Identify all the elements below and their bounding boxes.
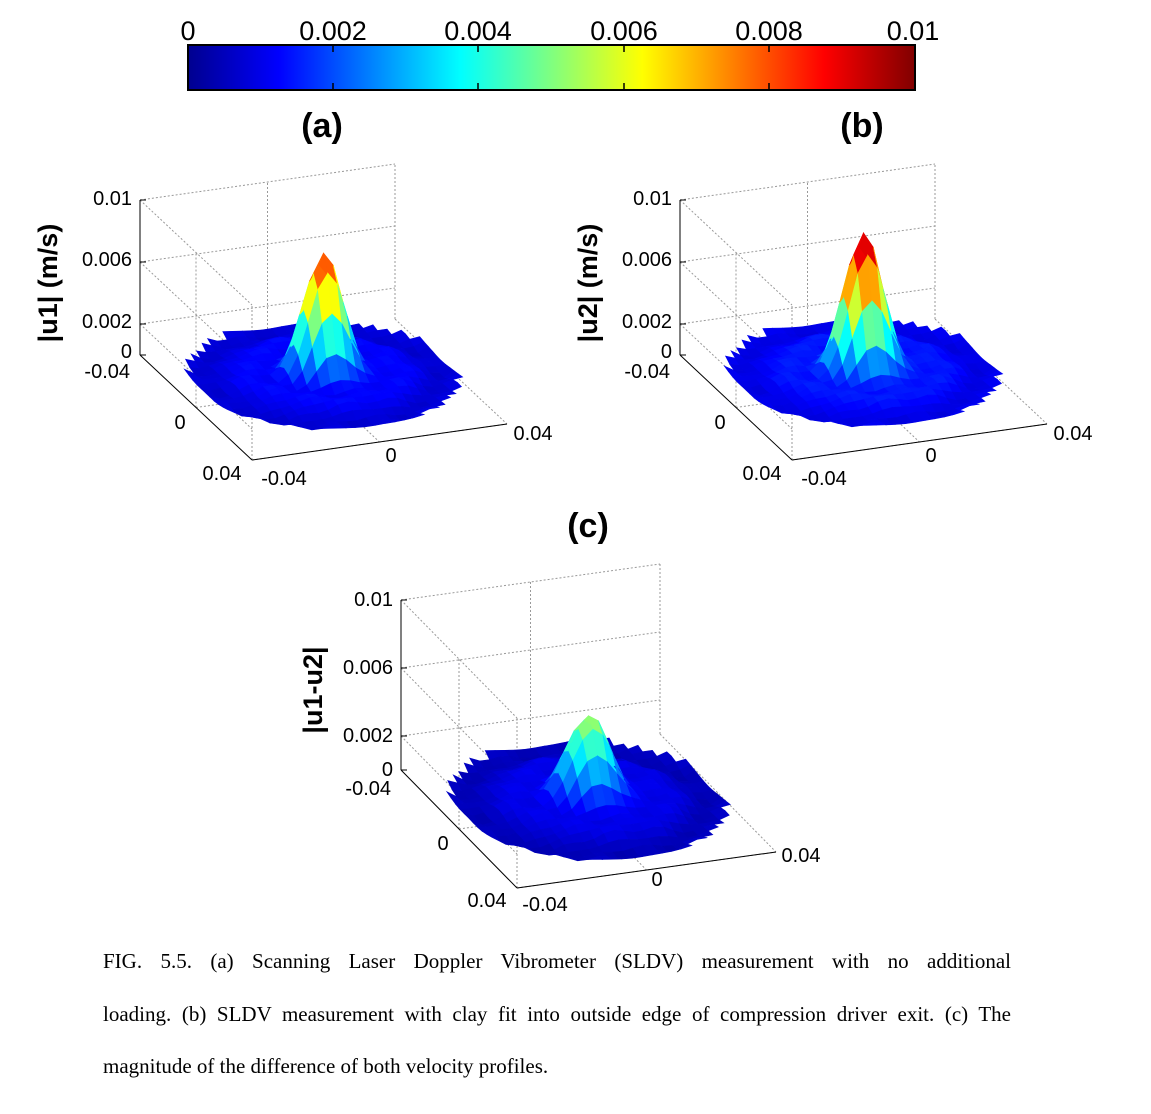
surface-patch — [447, 373, 464, 380]
z-tick-label: 0.006 — [82, 249, 132, 271]
z-tick-label: 0.002 — [343, 725, 393, 747]
surface-patch — [435, 394, 452, 402]
caption-line-2: loading. (b) SLDV measurement with clay … — [103, 1002, 1011, 1026]
x-axis-line — [791, 423, 1048, 461]
z-axis-label: |u1-u2| — [298, 646, 328, 733]
surface-patch — [714, 810, 730, 821]
surface-patch — [708, 819, 725, 825]
caption-line-3: magnitude of the difference of both velo… — [103, 1054, 549, 1078]
y-tick-label: -0.04 — [624, 361, 670, 383]
y-tick-label: 0.04 — [743, 463, 782, 485]
grid-line — [400, 699, 661, 737]
caption-line-1: FIG. 5.5. (a) Scanning Laser Doppler Vib… — [103, 949, 1011, 973]
y-tick-label: 0 — [437, 833, 448, 855]
colorbar-tick-label: 0.008 — [735, 16, 803, 46]
x-axis-line — [516, 851, 777, 889]
x-tick-label: 0.04 — [514, 423, 553, 445]
colorbar: 0 0.002 0.004 0.006 0.008 0.01 — [180, 16, 940, 91]
surface-patch — [425, 406, 440, 410]
panel-label-a: (a) — [301, 107, 343, 145]
grid-line — [400, 563, 661, 601]
grid-line — [679, 163, 936, 201]
z-tick-label: 0 — [661, 341, 672, 363]
surface-patch — [430, 400, 446, 407]
z-tick-label: 0.01 — [93, 188, 132, 210]
grid-line — [139, 287, 396, 325]
grid-line — [679, 199, 793, 306]
surface-patch — [970, 397, 986, 404]
z-tick-label: 0.006 — [622, 249, 672, 271]
surface-patch — [703, 824, 720, 832]
y-tick-label: 0.04 — [468, 890, 507, 912]
x-tick-label: -0.04 — [522, 894, 568, 916]
y-tick-label: -0.04 — [84, 361, 130, 383]
grid-line — [139, 199, 253, 306]
surface-patch — [697, 830, 714, 838]
grid-line — [400, 599, 518, 719]
grid-line — [679, 287, 936, 325]
colorbar-tick-label: 0 — [180, 16, 195, 46]
surface-patch — [987, 370, 1004, 377]
surface-patch — [677, 843, 693, 850]
colorbar-tick-label: 0.004 — [444, 16, 512, 46]
colorbar-tick-label: 0.006 — [590, 16, 658, 46]
surface-plot-c: 0.01 0.006 0.002 0 -0.04 0 0.04 -0.04 0 … — [298, 563, 821, 916]
y-axis-line — [400, 769, 518, 889]
surface-patch — [409, 412, 426, 419]
colorbar-tick-label: 0.002 — [299, 16, 367, 46]
colorbar-ticks — [332, 45, 770, 90]
x-tick-label: -0.04 — [801, 468, 847, 490]
surface-patch — [440, 390, 457, 396]
y-axis-line — [679, 354, 793, 461]
surface-patch — [965, 403, 980, 407]
surface-patch — [949, 409, 966, 416]
x-tick-label: 0 — [385, 445, 396, 467]
surface-patch — [446, 381, 463, 392]
surface-patch — [975, 391, 992, 399]
x-tick-label: 0.04 — [782, 845, 821, 867]
z-tick-label: 0 — [121, 341, 132, 363]
grid-line — [139, 163, 396, 201]
surface-patch — [980, 387, 997, 393]
z-tick-label: 0 — [382, 759, 393, 781]
z-tick-label: 0.01 — [633, 188, 672, 210]
surface-patch — [986, 378, 1003, 389]
panel-label-b: (b) — [840, 107, 883, 145]
grid-line — [659, 733, 777, 853]
z-tick-label: 0.01 — [354, 589, 393, 611]
surface-plot-b: 0.01 0.006 0.002 0 -0.04 0 0.04 -0.04 0 … — [573, 163, 1093, 490]
panel-label-c: (c) — [567, 507, 609, 545]
colorbar-gradient — [187, 44, 916, 91]
y-tick-label: 0 — [174, 412, 185, 434]
x-tick-label: 0 — [925, 445, 936, 467]
colorbar-tick-label: 0.01 — [887, 16, 940, 46]
z-tick-label: 0.002 — [82, 311, 132, 333]
y-tick-label: 0.04 — [203, 463, 242, 485]
z-tick-label: 0.002 — [622, 311, 672, 333]
surface-plot-a: 0.01 0.006 0.002 0 -0.04 0 0.04 -0.04 0 … — [33, 163, 553, 490]
grid-line — [400, 631, 661, 669]
z-axis-label: |u2| (m/s) — [573, 224, 603, 343]
x-axis-line — [251, 423, 508, 461]
z-tick-label: 0.006 — [343, 657, 393, 679]
surface-patch — [692, 836, 708, 840]
y-tick-label: -0.04 — [345, 778, 391, 800]
x-tick-label: 0.04 — [1054, 423, 1093, 445]
x-tick-label: 0 — [651, 869, 662, 891]
surface-patch — [715, 800, 731, 808]
y-tick-label: 0 — [714, 412, 725, 434]
y-axis-line — [139, 354, 253, 461]
x-tick-label: -0.04 — [261, 468, 307, 490]
z-axis-label: |u1| (m/s) — [33, 224, 63, 343]
